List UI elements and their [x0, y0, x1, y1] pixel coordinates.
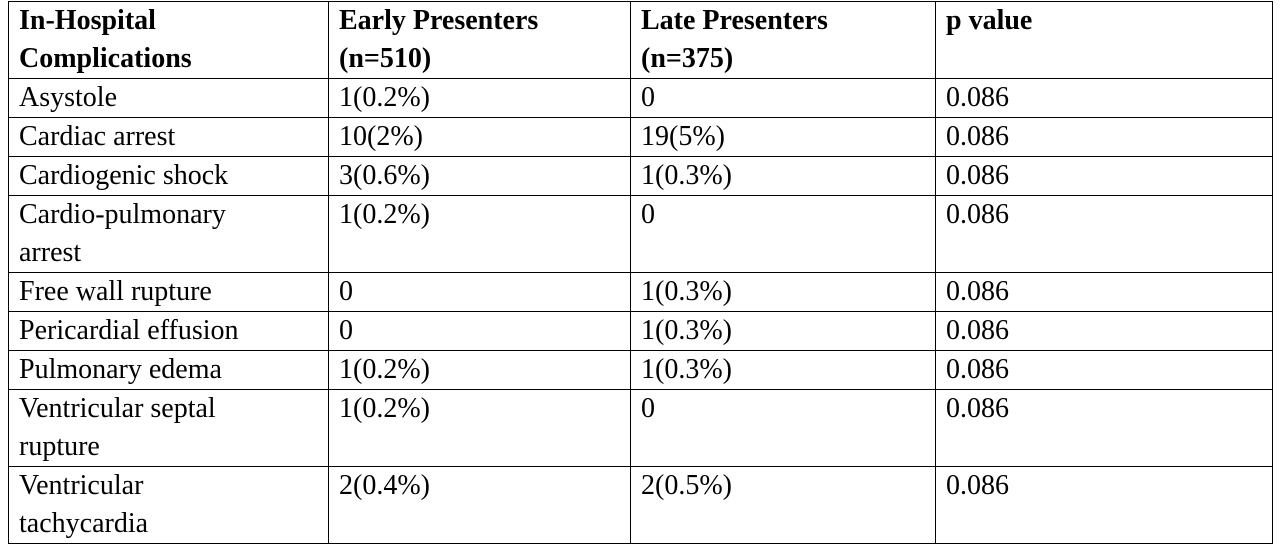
table-body: Asystole 1(0.2%) 0 0.086 Cardiac arrest 10(2%… — [8, 78, 1273, 544]
table-cell: Cardio-pulmonary arrest — [8, 195, 329, 273]
table-cell: 0.086 — [935, 195, 1273, 273]
table-cell: 1(0.2%) — [328, 78, 631, 118]
table-row: Asystole 1(0.2%) 0 0.086 — [8, 78, 1273, 118]
table-row: Cardio-pulmonary arrest 1(0.2%) 0 0.086 — [8, 195, 1273, 273]
table-cell: 0.086 — [935, 389, 1273, 467]
table-cell: 0.086 — [935, 350, 1273, 390]
table-cell: 0.086 — [935, 78, 1273, 118]
table-cell: 2(0.5%) — [630, 466, 936, 544]
table-cell: 0 — [328, 311, 631, 351]
table-cell: Cardiogenic shock — [8, 156, 329, 196]
table-cell: 1(0.2%) — [328, 195, 631, 273]
table-cell: Free wall rupture — [8, 272, 329, 312]
table-cell: Pericardial effusion — [8, 311, 329, 351]
table-cell: 1(0.2%) — [328, 389, 631, 467]
table-row: Cardiogenic shock 3(0.6%) 1(0.3%) 0.086 — [8, 156, 1273, 196]
table-cell: 1(0.2%) — [328, 350, 631, 390]
table-row: Pulmonary edema 1(0.2%) 1(0.3%) 0.086 — [8, 350, 1273, 390]
table-row: Pericardial effusion 0 1(0.3%) 0.086 — [8, 311, 1273, 351]
table-cell: 0.086 — [935, 311, 1273, 351]
table-cell: 0.086 — [935, 117, 1273, 157]
table-cell: 0 — [630, 389, 936, 467]
table-head: In-Hospital Complications Early Presenter… — [8, 1, 1273, 79]
table-cell: 19(5%) — [630, 117, 936, 157]
table-row: Ventricular septal rupture 1(0.2%) 0 0.086 — [8, 389, 1273, 467]
table-cell: 1(0.3%) — [630, 350, 936, 390]
table-cell: 2(0.4%) — [328, 466, 631, 544]
complications-table: In-Hospital Complications Early Presenter… — [8, 1, 1273, 544]
table-cell: 0.086 — [935, 272, 1273, 312]
table-cell: 3(0.6%) — [328, 156, 631, 196]
header-cell: Early Presenters (n=510) — [328, 1, 631, 79]
table-cell: 1(0.3%) — [630, 156, 936, 196]
table-row: Ventricular tachycardia 2(0.4%) 2(0.5%) 0.0… — [8, 466, 1273, 544]
table-row: Cardiac arrest 10(2%) 19(5%) 0.086 — [8, 117, 1273, 157]
header-row: In-Hospital Complications Early Presenter… — [8, 1, 1273, 79]
table-cell: Ventricular tachycardia — [8, 466, 329, 544]
table-cell: 0 — [630, 78, 936, 118]
header-cell: p value — [935, 1, 1273, 79]
table-cell: 0 — [328, 272, 631, 312]
table-cell: 0.086 — [935, 466, 1273, 544]
table-cell: Cardiac arrest — [8, 117, 329, 157]
table-row: Free wall rupture 0 1(0.3%) 0.086 — [8, 272, 1273, 312]
table-cell: 0.086 — [935, 156, 1273, 196]
table-cell: Asystole — [8, 78, 329, 118]
header-cell: Late Presenters (n=375) — [630, 1, 936, 79]
table-cell: 1(0.3%) — [630, 311, 936, 351]
table-cell: Pulmonary edema — [8, 350, 329, 390]
table-cell: 1(0.3%) — [630, 272, 936, 312]
header-cell: In-Hospital Complications — [8, 1, 329, 79]
table-cell: 0 — [630, 195, 936, 273]
table-cell: 10(2%) — [328, 117, 631, 157]
table-cell: Ventricular septal rupture — [8, 389, 329, 467]
